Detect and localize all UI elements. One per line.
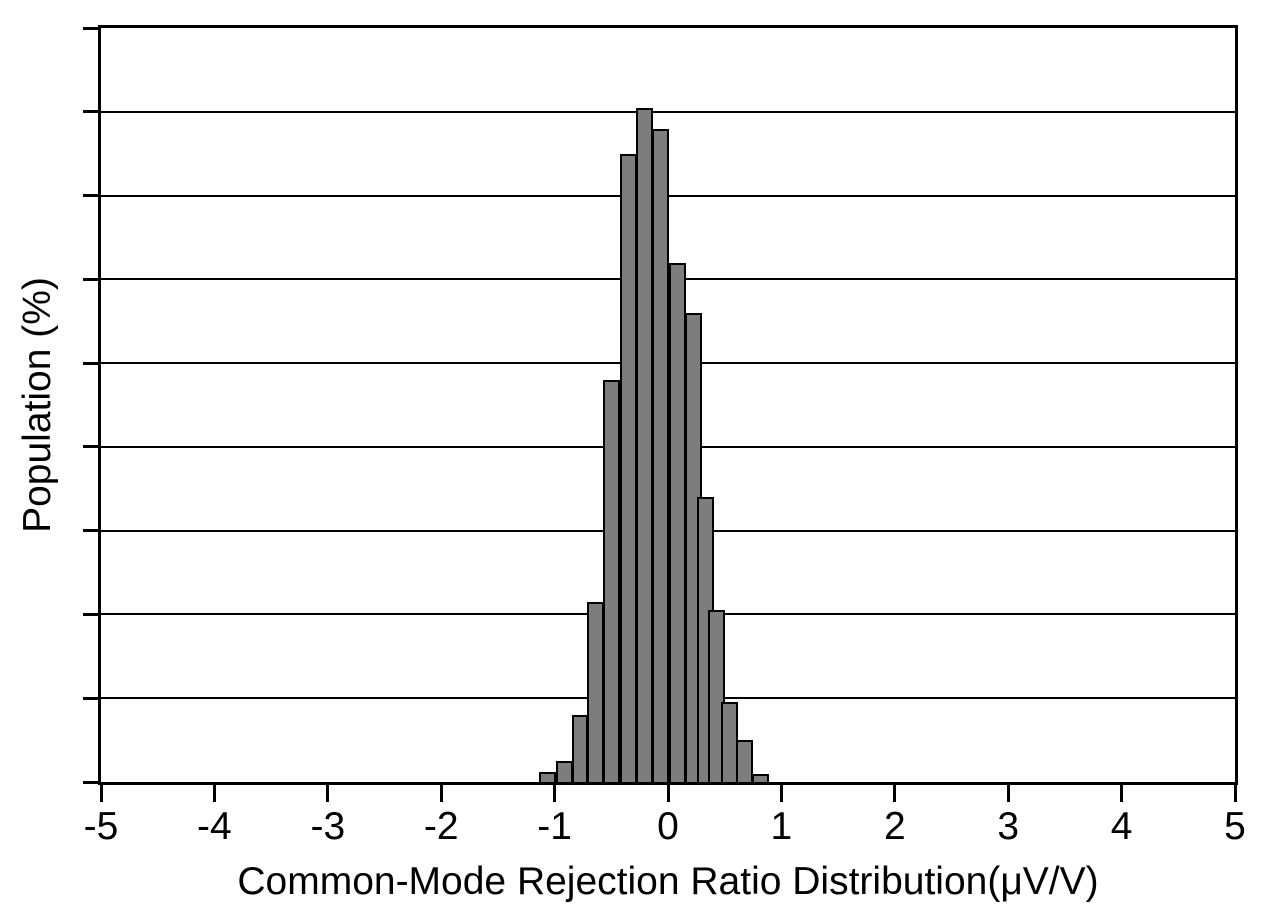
histogram-bar	[736, 740, 753, 782]
histogram-bar	[587, 601, 605, 782]
histogram-bar	[652, 128, 669, 782]
y-axis-tick	[83, 780, 98, 784]
x-axis-tick	[99, 785, 103, 802]
histogram-bar	[571, 714, 589, 782]
gridline	[101, 110, 1235, 113]
y-axis-tick	[83, 26, 98, 30]
plot-inner: -5 -4 -3 -2 -1 0 1 2 3 4 5	[83, 26, 1246, 848]
x-axis-tick	[212, 785, 216, 802]
x-axis-tick	[1006, 785, 1010, 802]
x-tick-label: 5	[1224, 805, 1246, 848]
plot-area: -5 -4 -3 -2 -1 0 1 2 3 4 5	[83, 25, 1246, 848]
x-tick-label: 0	[657, 805, 679, 848]
x-tick-label: -4	[197, 805, 232, 848]
x-tick-label: 3	[997, 805, 1020, 848]
x-tick-label: 1	[770, 805, 793, 848]
histogram-bar	[669, 262, 686, 782]
histogram-bar	[555, 761, 573, 782]
x-axis-tick	[666, 785, 670, 802]
y-axis-tick	[83, 277, 98, 281]
y-axis-tick	[83, 445, 98, 449]
x-axis-tick	[326, 785, 330, 802]
histogram-bar	[636, 107, 654, 782]
x-axis-tick	[553, 785, 557, 802]
x-axis-tick	[893, 785, 897, 802]
x-tick-label: 4	[1110, 805, 1133, 848]
x-tick-label: -2	[423, 805, 459, 848]
y-axis-tick	[83, 361, 98, 365]
histogram-bar	[707, 610, 725, 782]
y-axis-tick	[83, 110, 98, 114]
x-tick-label: -3	[310, 805, 346, 848]
y-axis-tick	[83, 529, 98, 533]
x-axis-tick	[1120, 785, 1124, 802]
histogram-bar	[620, 153, 638, 782]
histogram-bar	[603, 379, 621, 782]
histogram-bar	[751, 773, 769, 782]
x-axis-label: Common-Mode Rejection Ratio Distribution…	[237, 860, 1099, 903]
x-axis-tick	[1233, 785, 1237, 802]
y-axis-tick	[83, 612, 98, 616]
x-tick-label: -5	[83, 805, 119, 848]
x-axis-tick	[439, 785, 443, 802]
y-axis-label: Population (%)	[16, 277, 59, 533]
x-tick-label: 2	[883, 805, 906, 848]
y-axis-tick	[83, 696, 98, 700]
x-tick-label: -1	[537, 805, 572, 848]
y-axis-tick	[83, 194, 98, 198]
x-axis-tick	[779, 785, 783, 802]
histogram-bar	[538, 771, 556, 782]
